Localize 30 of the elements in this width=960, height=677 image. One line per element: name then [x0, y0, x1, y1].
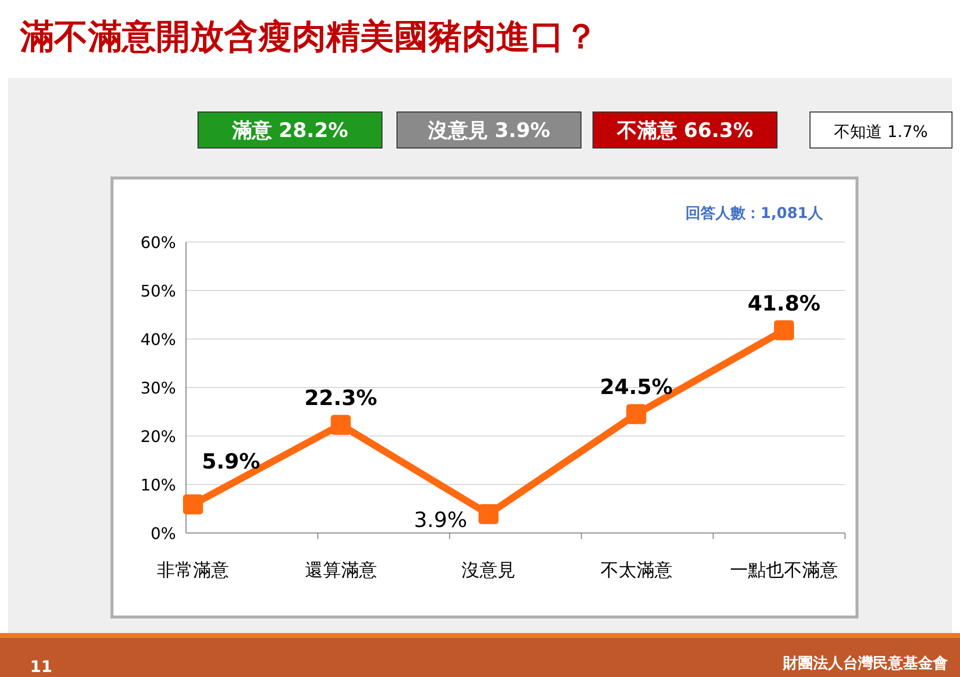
- x-tick-label: 非常滿意: [157, 560, 229, 581]
- x-tick-label: 不太滿意: [600, 560, 672, 581]
- y-tick-label: 10%: [140, 476, 176, 494]
- x-tick-label: 還算滿意: [304, 560, 377, 581]
- text: 滿意 28.2%: [230, 118, 348, 142]
- point: [478, 504, 498, 524]
- text: 回答人數：1,081人: [686, 204, 824, 222]
- data-label: 22.3%: [304, 386, 378, 410]
- data-label: 24.5%: [600, 375, 673, 400]
- text: 11: [30, 657, 52, 676]
- point: [183, 494, 203, 514]
- point: [626, 404, 646, 424]
- y-tick-label: 40%: [140, 330, 176, 349]
- text: 沒意見 3.9%: [426, 118, 550, 142]
- data-label: 5.9%: [202, 449, 260, 474]
- x-tick-label: 一點也不滿意: [730, 560, 838, 581]
- x-tick-label: 沒意見: [462, 560, 516, 581]
- text: 財團法人台灣民意基金會: [782, 654, 948, 672]
- point: [330, 414, 351, 435]
- text: 不滿意 66.3%: [616, 118, 754, 142]
- y-tick-label: 0%: [150, 524, 176, 543]
- text: 不知道 1.7%: [834, 122, 928, 141]
- y-tick-label: 30%: [140, 378, 176, 398]
- y-tick-label: 20%: [140, 427, 176, 446]
- point: [774, 320, 794, 340]
- chart-title: 滿不滿意開放含瘦肉精美國豬肉進口？: [19, 17, 598, 57]
- y-tick-label: 60%: [140, 233, 176, 252]
- data-label: 41.8%: [748, 291, 820, 316]
- data-label: 3.9%: [414, 508, 468, 532]
- y-tick-label: 50%: [140, 282, 176, 300]
